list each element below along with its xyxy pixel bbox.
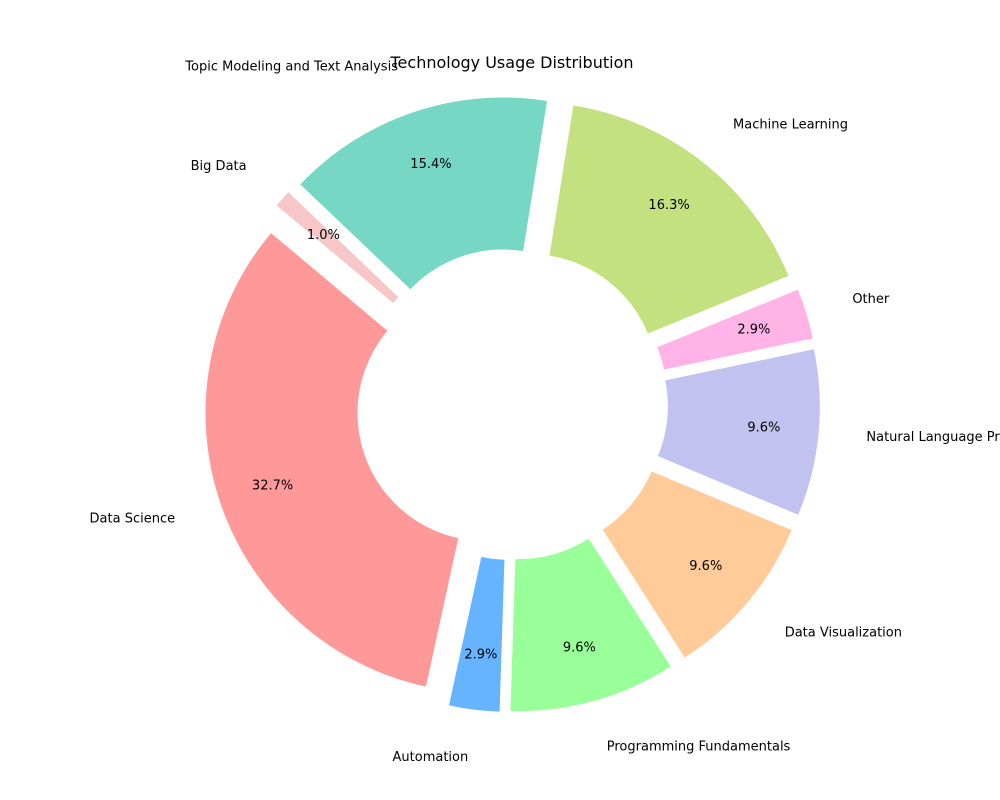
slice-data-visualization	[602, 471, 792, 658]
labels-group: Data Science Automation Programming Fundam…	[90, 59, 1000, 765]
slice-label: Data Visualization	[785, 625, 902, 640]
slices-group	[205, 97, 820, 712]
slice-label: Topic Modeling and Text Analysis	[184, 59, 398, 74]
slice-value-label: 9.6%	[563, 640, 596, 655]
slice-label: Big Data	[191, 159, 247, 174]
slice-topic-modeling-and-text-analysis	[300, 97, 548, 290]
slice-label: Data Science	[90, 512, 176, 527]
slice-data-science	[205, 233, 459, 687]
value-labels-group: 32.7% 2.9% 9.6% 9.6% 9.6% 2.9% 16.3% 15.4% 1.0%	[252, 157, 780, 663]
slice-programming-fundamentals	[510, 538, 671, 711]
slice-value-label: 1.0%	[307, 228, 340, 243]
slice-other	[657, 289, 813, 370]
slice-value-label: 2.9%	[737, 322, 770, 337]
slice-value-label: 9.6%	[689, 559, 722, 574]
slice-automation	[449, 556, 505, 712]
chart-title: Technology Usage Distribution	[390, 53, 634, 72]
slice-big-data	[276, 192, 399, 304]
slice-label: Natural Language Processing	[866, 430, 1000, 445]
slice-value-label: 2.9%	[464, 648, 497, 663]
slice-label: Other	[852, 292, 890, 307]
slice-value-label: 16.3%	[648, 198, 689, 213]
slice-label: Machine Learning	[733, 117, 848, 132]
slice-value-label: 9.6%	[747, 420, 780, 435]
slice-value-label: 15.4%	[410, 157, 451, 172]
slice-label: Automation	[393, 750, 469, 765]
slice-machine-learning	[549, 105, 789, 334]
slice-natural-language-processing	[657, 349, 820, 515]
slice-value-label: 32.7%	[252, 478, 293, 493]
slice-label: Programming Fundamentals	[607, 740, 791, 755]
